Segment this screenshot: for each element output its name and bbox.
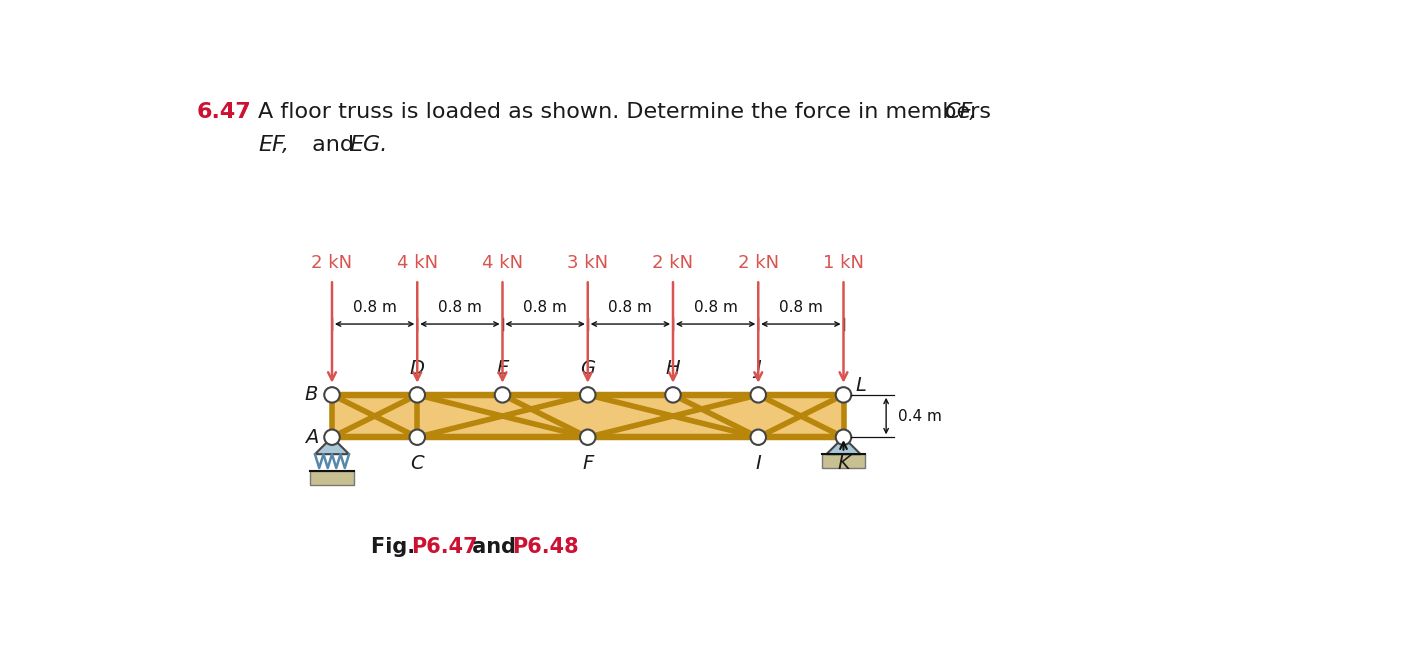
Text: P6.47: P6.47 — [411, 536, 477, 556]
Circle shape — [494, 387, 510, 402]
Text: 4 kN: 4 kN — [396, 254, 438, 272]
Circle shape — [581, 430, 596, 445]
Circle shape — [666, 387, 681, 402]
Text: I: I — [755, 454, 762, 473]
Text: 0.8 m: 0.8 m — [438, 300, 481, 315]
Text: EF,: EF, — [258, 135, 289, 155]
Text: F: F — [582, 454, 593, 473]
Text: J: J — [755, 359, 762, 378]
Text: G: G — [581, 359, 595, 378]
Text: 6.47: 6.47 — [197, 102, 251, 122]
Text: B: B — [304, 386, 319, 404]
Text: 2 kN: 2 kN — [738, 254, 779, 272]
Circle shape — [409, 430, 425, 445]
Text: 1 kN: 1 kN — [823, 254, 864, 272]
Polygon shape — [827, 437, 861, 454]
Text: 3 kN: 3 kN — [568, 254, 609, 272]
Text: 0.8 m: 0.8 m — [694, 300, 738, 315]
Circle shape — [750, 387, 766, 402]
FancyBboxPatch shape — [821, 454, 865, 468]
Text: D: D — [409, 359, 425, 378]
Polygon shape — [331, 395, 844, 437]
Text: 2 kN: 2 kN — [312, 254, 353, 272]
Text: E: E — [497, 359, 508, 378]
Circle shape — [324, 387, 340, 402]
Text: L: L — [855, 376, 867, 395]
Circle shape — [835, 430, 851, 445]
Text: A floor truss is loaded as shown. Determine the force in members: A floor truss is loaded as shown. Determ… — [258, 102, 998, 122]
Text: and: and — [304, 135, 361, 155]
Text: H: H — [666, 359, 680, 378]
Circle shape — [750, 430, 766, 445]
Text: 0.4 m: 0.4 m — [898, 408, 942, 424]
Text: 0.8 m: 0.8 m — [353, 300, 396, 315]
Text: 0.8 m: 0.8 m — [779, 300, 823, 315]
Text: A: A — [304, 428, 319, 446]
Circle shape — [409, 387, 425, 402]
Text: 2 kN: 2 kN — [653, 254, 694, 272]
Text: 0.8 m: 0.8 m — [609, 300, 653, 315]
Circle shape — [835, 387, 851, 402]
Text: Fig.: Fig. — [371, 536, 422, 556]
FancyBboxPatch shape — [310, 471, 354, 485]
Text: P6.48: P6.48 — [511, 536, 578, 556]
Polygon shape — [314, 437, 350, 454]
Text: 4 kN: 4 kN — [481, 254, 523, 272]
Text: K: K — [837, 454, 850, 473]
Text: CF,: CF, — [944, 102, 977, 122]
Text: C: C — [411, 454, 423, 473]
Text: EG.: EG. — [350, 135, 388, 155]
Circle shape — [324, 430, 340, 445]
Circle shape — [581, 387, 596, 402]
Text: 0.8 m: 0.8 m — [523, 300, 566, 315]
Text: and: and — [466, 536, 524, 556]
